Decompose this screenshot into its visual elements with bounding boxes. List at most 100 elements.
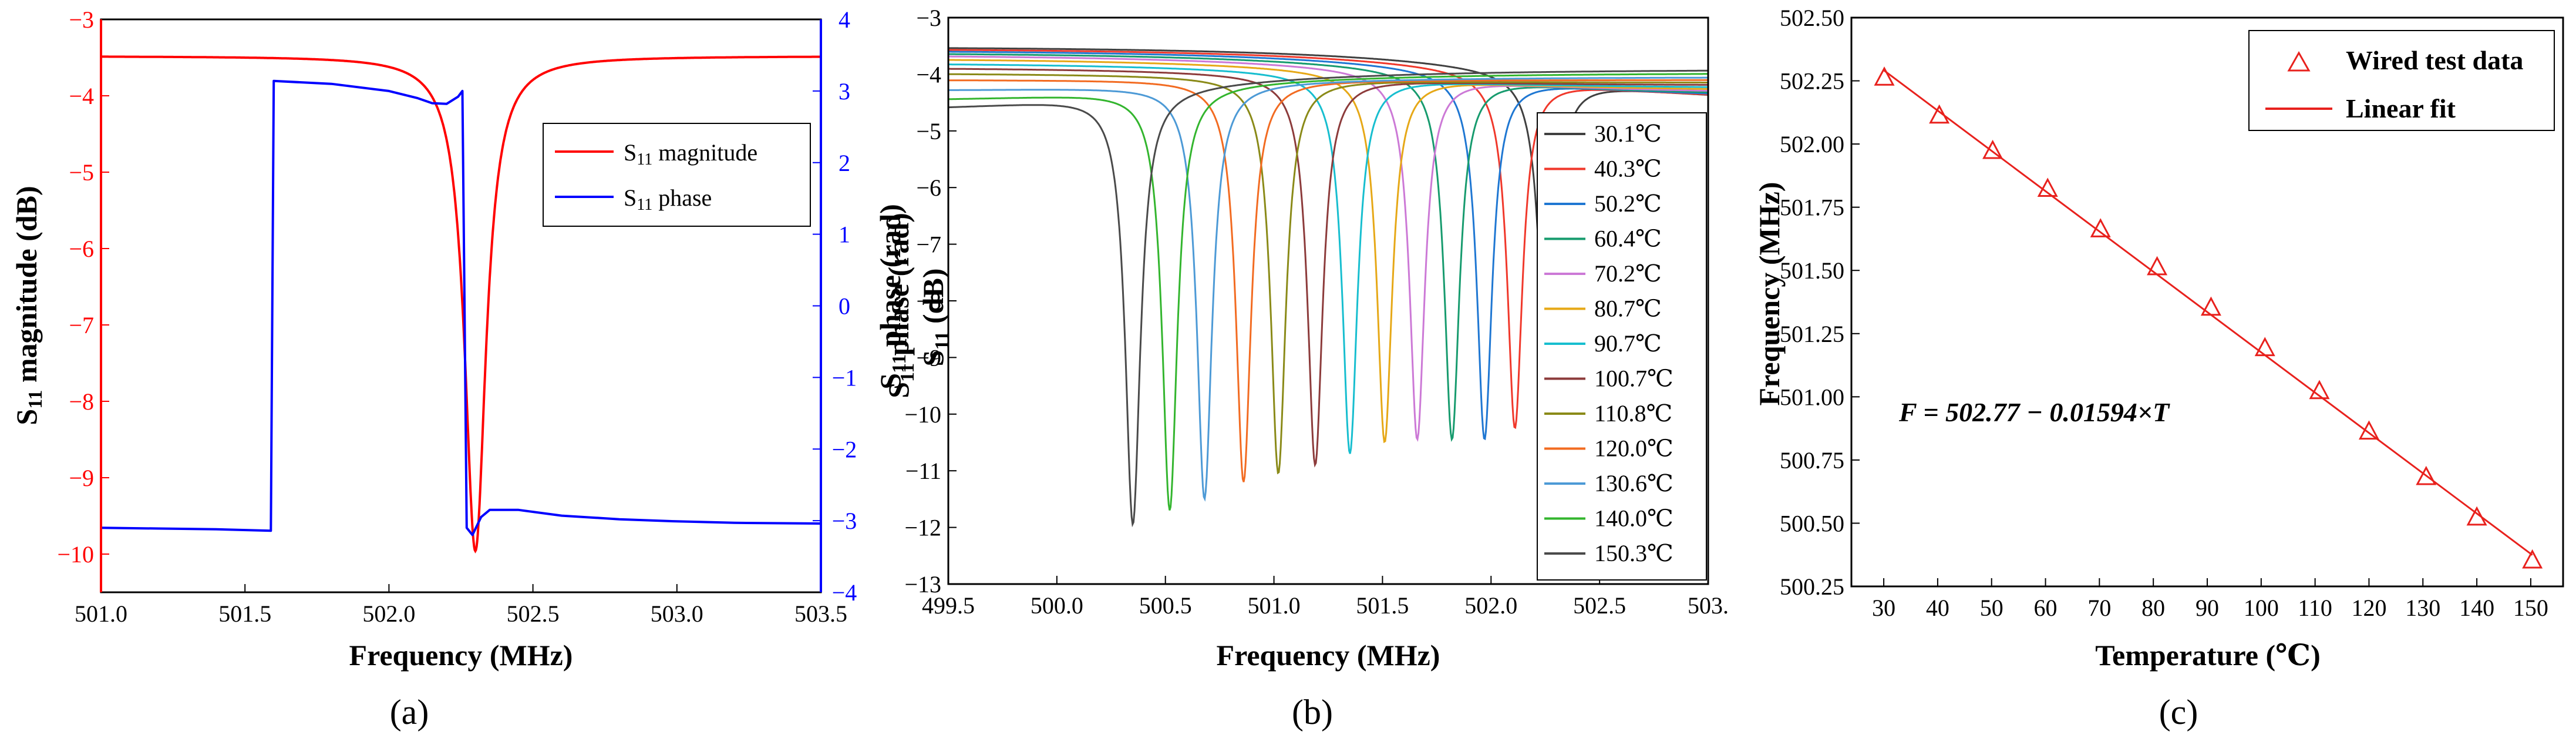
panel-a-ytick-label: −6 (69, 236, 94, 262)
panel-c-ytick-label: 500.50 (1780, 510, 1844, 536)
panel-b-ytick-label: −3 (916, 5, 941, 31)
panel-a-ytick-label: −5 (69, 159, 94, 186)
legend-label-temp-4: 70.2℃ (1594, 260, 1662, 287)
series-s11-phase (101, 79, 821, 536)
panel-b-ylabel: S11 (dB) (917, 269, 953, 367)
series-temp-6 (948, 63, 1708, 454)
panel-b-legend-box (1537, 112, 1707, 581)
panel-c: 30 40 50 60 70 80 90 100 110 120 130 140 150 500.25 50… (1753, 5, 2564, 732)
panel-b-ytick-label: −10 (904, 401, 941, 428)
panel-c-legend: Wired test data Linear fit (2248, 30, 2555, 131)
panel-a-ytick-label: −4 (69, 83, 94, 109)
panel-a-y2tick-label: 0 (839, 293, 850, 320)
panel-c-ytick-label: 501.75 (1780, 194, 1844, 221)
series-temp-8 (948, 73, 1708, 475)
panel-a-ytick-label: −7 (69, 312, 94, 338)
panel-c-ytick-label: 500.25 (1780, 573, 1844, 600)
panel-c-xtick-label: 90 (2196, 595, 2219, 621)
panel-c-xtick-label: 100 (2244, 595, 2279, 621)
series-temp-9 (948, 79, 1708, 482)
panel-a-ticks: 501.0 501.5 502.0 502.5 503.0 503.5−10−9−8−7−… (57, 6, 857, 627)
data-point-triangle (2254, 337, 2275, 357)
data-point-triangle (2037, 177, 2058, 197)
panel-b-xtick-label: 501.0 (1248, 592, 1301, 619)
legend-label-temp-0: 30.1℃ (1594, 120, 1662, 147)
legend-label-temp-11: 140.0℃ (1594, 505, 1673, 532)
panel-c-xlabel: Temperature (℃) (2095, 639, 2320, 672)
panel-c-ytick-label: 502.50 (1780, 5, 1844, 31)
panel-c-xtick-label: 140 (2459, 595, 2494, 621)
panel-c-xtick-label: 60 (2034, 595, 2058, 621)
panel-a-xlabel: Frequency (MHz) (349, 639, 573, 672)
panel-b-xtick-label: 499.5 (922, 592, 975, 619)
data-point-triangle (2200, 296, 2221, 316)
panel-c-xtick-label: 110 (2298, 595, 2332, 621)
panel-c-ytick-label: 500.75 (1780, 447, 1844, 474)
data-point-triangle (1874, 66, 1895, 86)
legend-label-temp-10: 130.6℃ (1594, 470, 1673, 497)
panel-a-y2tick-label: −3 (832, 508, 857, 534)
panel-a-y2tick-label: 3 (839, 78, 850, 105)
panel-c-ytick-label: 501.00 (1780, 384, 1844, 410)
panel-c-xtick-label: 150 (2513, 595, 2548, 621)
panel-b-xtick-label: 500.5 (1139, 592, 1192, 619)
series-temp-7 (948, 68, 1708, 468)
panel-c-xtick-label: 80 (2141, 595, 2165, 621)
panel-a-ylabel: S11 magnitude (dB) (10, 186, 46, 425)
panel-b-ytick-label: −7 (916, 232, 941, 258)
panel-b-legend: 30.1℃ 40.3℃ 50.2℃ 60.4℃ 70.2℃ 80.7℃ 90.7℃ 100.7… (1537, 112, 1707, 581)
panel-c-frame (1850, 16, 2564, 588)
panel-a-label: (a) (390, 693, 429, 732)
data-point-triangle (2522, 549, 2543, 569)
panel-c-xtick-label: 40 (1926, 595, 1949, 621)
data-point-triangle (2309, 380, 2330, 400)
panel-c-xtick-label: 130 (2405, 595, 2440, 621)
series-temp-11 (948, 73, 1708, 511)
panel-a-ytick-label: −10 (57, 541, 94, 568)
panel-a-y2tick-label: −2 (832, 436, 857, 462)
data-point-triangle (2358, 420, 2379, 440)
panel-b-ytick-label: −13 (904, 571, 941, 598)
panel-b-plot-area (948, 47, 1708, 528)
series-linear-fit (1883, 69, 2533, 556)
data-point-triangle (2466, 506, 2487, 526)
panel-c-xtick-label: 30 (1872, 595, 1895, 621)
panel-b-ytick-label: −12 (904, 515, 941, 541)
panel-b-xlabel: Frequency (MHz) (1217, 639, 1440, 672)
panel-a-y2label: S11 phase (rad) (882, 213, 918, 398)
data-point-triangle (1929, 104, 1950, 124)
panel-c-ytick-label: 502.25 (1780, 68, 1844, 95)
panel-a-ytick-label: −8 (69, 388, 94, 415)
panel-c-ylabel: Frequency (MHz) (1753, 182, 1786, 406)
panel-c-xtick-label: 50 (1980, 595, 2003, 621)
legend-label-fit: Linear fit (2346, 93, 2456, 123)
panel-a-xtick-label: 501.5 (218, 601, 271, 627)
series-temp-10 (948, 76, 1708, 502)
legend-label-temp-3: 60.4℃ (1594, 226, 1662, 252)
panel-a: 501.0 501.5 502.0 502.5 503.0 503.5−10−9−8−7−… (10, 6, 918, 732)
panel-a-ytick-label: −3 (69, 6, 94, 33)
legend-label-temp-12: 150.3℃ (1594, 540, 1673, 566)
panel-a-xtick-label: 502.0 (362, 601, 415, 627)
panel-a-y2tick-label: −4 (832, 579, 857, 606)
panel-a-y2tick-label: −1 (832, 364, 857, 391)
panel-c-xtick-label: 120 (2351, 595, 2386, 621)
panel-b-frame (947, 16, 1709, 585)
data-point-triangle (1982, 139, 2003, 159)
panel-b-xtick-label: 503. (1688, 592, 1729, 619)
series-s11-magnitude (101, 55, 821, 554)
panel-b-xtick-label: 502.0 (1464, 592, 1517, 619)
legend-label-phase: S11 phase (624, 184, 712, 214)
data-point-triangle (2416, 465, 2437, 485)
panel-c-fit-equation: F = 502.77 − 0.01594×T (1898, 397, 2170, 427)
panel-a-xtick-label: 503.5 (794, 601, 847, 627)
panel-a-y2tick-label: 4 (839, 6, 850, 33)
panel-b-xtick-label: 500.0 (1031, 592, 1083, 619)
panel-a-xtick-label: 503.0 (651, 601, 703, 627)
panel-b-ticks: 499.5 500.0 500.5 501.0 501.5 502.0 502.5 503. −… (904, 5, 1729, 619)
panel-c-legend-box (2248, 30, 2555, 131)
panel-a-ytick-label: −9 (69, 465, 94, 491)
panel-c-ytick-label: 501.25 (1780, 321, 1844, 347)
legend-label-temp-6: 90.7℃ (1594, 330, 1662, 357)
